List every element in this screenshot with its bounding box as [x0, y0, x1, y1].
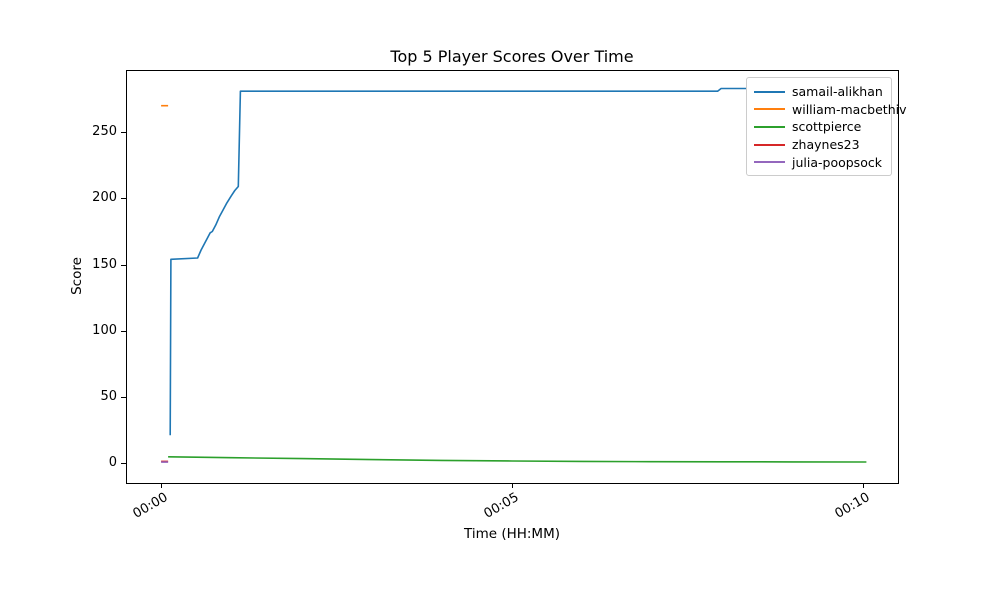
legend-item-william-macbethiv: william-macbethiv: [754, 101, 907, 119]
legend-line-icon: [754, 125, 785, 128]
legend-item-zhaynes23: zhaynes23: [754, 136, 884, 154]
x-axis-label: Time (HH:MM): [463, 526, 560, 542]
series-line-scottpierce: [168, 456, 867, 463]
series-line-samail-alikhan: [169, 87, 867, 436]
legend-item-label: zhaynes23: [792, 137, 860, 153]
y-tick-label: 0: [108, 455, 117, 471]
legend-line-icon: [754, 161, 785, 164]
legend-item-label: julia-poopsock: [792, 154, 882, 170]
legend: samail-alikhan william-macbethiv scottpier…: [746, 77, 907, 176]
legend-item-samail-alikhan: samail-alikhan: [754, 83, 884, 101]
legend-item-julia-poopsock: julia-poopsock: [754, 153, 884, 171]
series-lines: [161, 87, 867, 463]
y-tick-label: 200: [92, 190, 117, 206]
y-tick-label: 250: [92, 124, 117, 140]
y-tick-label: 100: [92, 322, 117, 338]
legend-item-scottpierce: scottpierce: [754, 118, 884, 136]
y-tick-label: 150: [92, 256, 117, 272]
legend-item-label: scottpierce: [792, 119, 862, 135]
legend-line-icon: [754, 90, 785, 93]
y-axis-label: Score: [69, 257, 85, 295]
legend-line-icon: [754, 143, 785, 146]
legend-item-label: samail-alikhan: [792, 84, 883, 100]
axis-ticks: [121, 132, 864, 488]
plot-area-border: [126, 70, 899, 484]
chart-title: Top 5 Player Scores Over Time: [390, 47, 634, 66]
legend-item-label: william-macbethiv: [792, 101, 907, 117]
y-tick-label: 50: [100, 388, 117, 404]
legend-line-icon: [754, 108, 785, 111]
